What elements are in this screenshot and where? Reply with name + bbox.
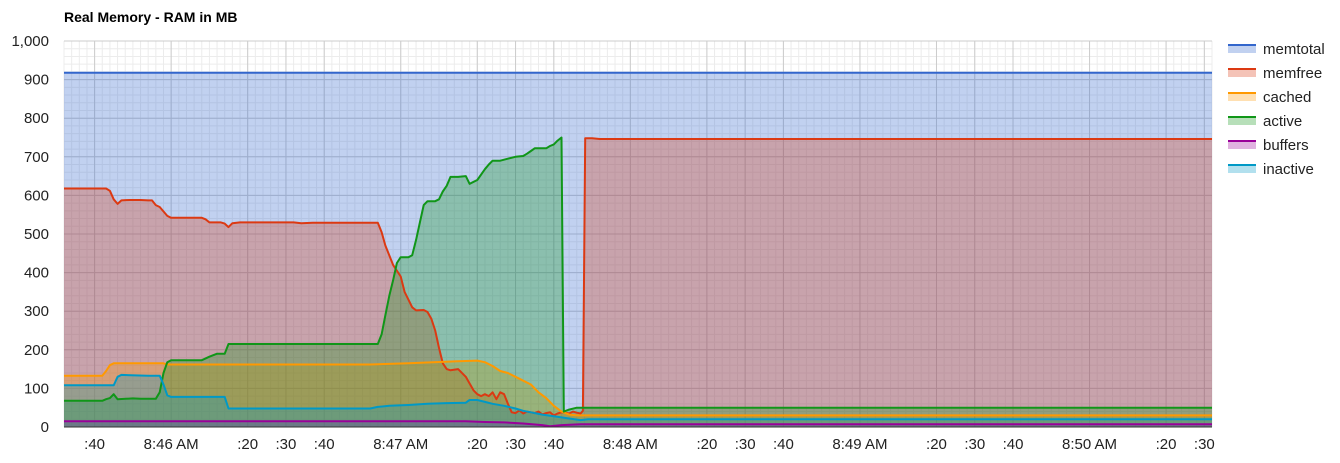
- x-tick-label: :40: [314, 436, 335, 453]
- legend-item-active[interactable]: active: [1228, 113, 1302, 130]
- legend-swatch: [1228, 69, 1256, 77]
- x-tick-label: 8:48 AM: [603, 436, 658, 453]
- x-tick-label: 8:50 AM: [1062, 436, 1117, 453]
- series-area-memfree: [64, 138, 1212, 428]
- legend-swatch: [1228, 165, 1256, 173]
- x-tick-label: 8:46 AM: [144, 436, 199, 453]
- y-tick-label: 600: [24, 187, 49, 204]
- x-tick-label: :40: [543, 436, 564, 453]
- series-area-memtotal: [64, 72, 1212, 427]
- legend[interactable]: memtotal memfree cached active buffers inacti…: [1228, 41, 1325, 178]
- series-areas: [64, 72, 1212, 428]
- x-tick-label: :20: [237, 436, 258, 453]
- legend-label: memfree: [1263, 65, 1322, 82]
- y-tick-label: 400: [24, 265, 49, 282]
- x-tick-label: :40: [84, 436, 105, 453]
- legend-swatch: [1228, 141, 1256, 149]
- series-area-inactive: [64, 374, 1212, 427]
- y-tick-label: 1,000: [11, 33, 49, 50]
- x-tick-label: :20: [696, 436, 717, 453]
- y-tick-label: 0: [41, 419, 49, 436]
- y-tick-label: 100: [24, 380, 49, 397]
- series-area-active: [64, 137, 1212, 427]
- x-tick-label: :30: [1194, 436, 1215, 453]
- x-tick-label: :30: [276, 436, 297, 453]
- axes: 0 100 200 300 400 500 600 700 800 900 1,000 :40 8:46…: [11, 33, 1214, 453]
- legend-item-cached[interactable]: cached: [1228, 89, 1311, 106]
- legend-label: buffers: [1263, 137, 1309, 154]
- legend-label: inactive: [1263, 161, 1314, 178]
- legend-item-memfree[interactable]: memfree: [1228, 65, 1322, 82]
- legend-swatch: [1228, 45, 1256, 53]
- y-tick-label: 500: [24, 226, 49, 243]
- x-tick-label: :30: [735, 436, 756, 453]
- y-tick-label: 800: [24, 110, 49, 127]
- x-tick-label: :20: [467, 436, 488, 453]
- chart-title: Real Memory - RAM in MB: [64, 9, 238, 25]
- legend-label: cached: [1263, 89, 1311, 106]
- y-tick-label: 700: [24, 149, 49, 166]
- legend-label: active: [1263, 113, 1302, 130]
- y-tick-label: 300: [24, 303, 49, 320]
- legend-item-buffers[interactable]: buffers: [1228, 137, 1309, 154]
- series-line-memfree: [64, 137, 1212, 417]
- series-area-buffers: [64, 421, 1212, 427]
- x-tick-label: 8:49 AM: [832, 436, 887, 453]
- x-tick-label: :30: [505, 436, 526, 453]
- legend-swatch: [1228, 93, 1256, 101]
- legend-item-memtotal[interactable]: memtotal: [1228, 41, 1325, 58]
- x-tick-label: 8:47 AM: [373, 436, 428, 453]
- x-tick-label: :30: [964, 436, 985, 453]
- legend-item-inactive[interactable]: inactive: [1228, 161, 1314, 178]
- x-tick-label: :20: [926, 436, 947, 453]
- series-area-cached: [64, 360, 1212, 427]
- y-tick-label: 200: [24, 342, 49, 359]
- series-line-cached: [64, 359, 1212, 417]
- legend-swatch: [1228, 117, 1256, 125]
- series-lines: [64, 71, 1212, 428]
- series-line-active: [64, 136, 1212, 413]
- x-tick-label: :40: [1003, 436, 1024, 453]
- series-line-buffers: [64, 420, 1212, 428]
- series-line-inactive: [64, 373, 1212, 422]
- x-tick-label: :40: [773, 436, 794, 453]
- legend-label: memtotal: [1263, 41, 1325, 58]
- x-tick-label: :20: [1156, 436, 1177, 453]
- y-tick-label: 900: [24, 72, 49, 89]
